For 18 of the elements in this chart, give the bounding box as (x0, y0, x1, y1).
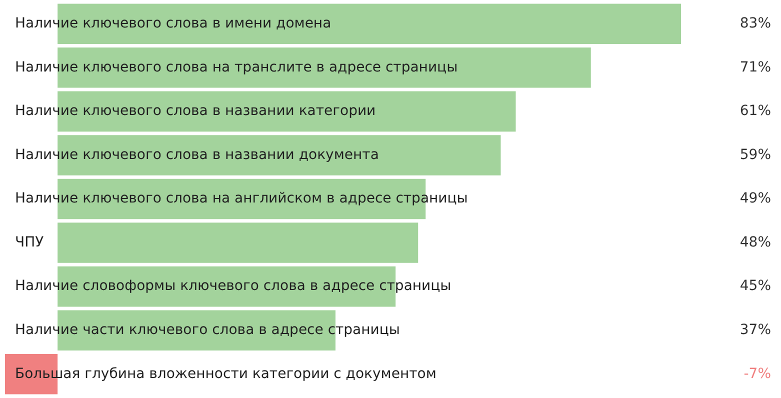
data-label: 71% (740, 59, 771, 76)
data-label: 37% (740, 322, 771, 338)
y-tick-label: Наличие словоформы ключевого слова в адресе страницы (15, 278, 452, 294)
data-label: 83% (740, 16, 771, 32)
data-label: -7% (744, 366, 771, 382)
y-tick-label: Наличие ключевого слова в имени домена (15, 16, 332, 32)
data-label: 49% (740, 190, 771, 207)
y-tick-label: Наличие ключевого слова в названии категории (15, 103, 376, 120)
data-label: 61% (740, 103, 771, 120)
y-tick-label: Наличие ключевого слова на транслите в адресе страницы (15, 59, 458, 76)
data-label: 45% (740, 278, 771, 294)
bar (58, 222, 418, 263)
data-label: 59% (740, 146, 771, 163)
y-tick-label: Наличие части ключевого слова в адресе страницы (15, 322, 400, 338)
data-label: 48% (740, 234, 771, 250)
y-tick-label: ЧПУ (15, 234, 44, 250)
y-tick-label: Наличие ключевого слова в названии документа (15, 146, 379, 163)
y-tick-label: Наличие ключевого слова на английском в адресе страницы (15, 190, 468, 207)
